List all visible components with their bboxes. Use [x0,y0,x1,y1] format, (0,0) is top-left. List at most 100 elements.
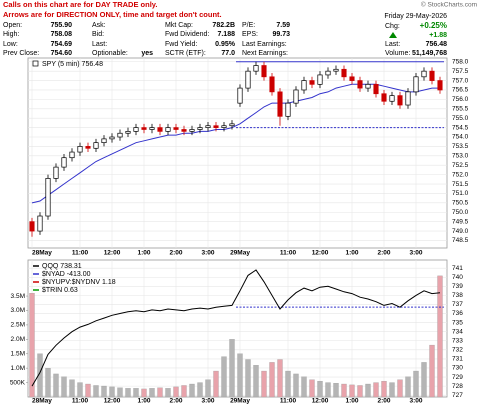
candle-body [157,127,163,132]
candle-body [253,65,259,72]
candle-body [37,215,43,232]
y-tick-label: 741 [452,265,463,272]
x-tick-label: 3:00 [409,398,422,405]
candle-body [429,70,435,81]
y-tick-label: 754.0 [452,134,469,141]
x-tick-label: 29May [230,398,250,405]
quote-value: 782.2B [212,22,235,29]
x-tick-label: 3:00 [201,398,214,405]
volume-bar [357,385,363,398]
y-tick-label: 756.5 [452,87,469,94]
quote-label: EPS: [242,31,258,38]
candle-body [421,70,427,78]
x-tick-label: 2:00 [169,250,182,257]
y-tick-label: 732 [452,347,463,354]
candle-body [117,132,123,138]
volume-bar [197,382,203,398]
quote-label: Fwd Dividend: [165,31,209,38]
moving-average [31,83,440,204]
candle-body [301,80,307,91]
candle-body [213,125,219,128]
x-tick-label: 11:00 [72,250,89,257]
x-tick-label: 1:00 [137,250,150,257]
candle-body [229,123,235,127]
legend-icon [32,60,39,67]
candle-body [325,70,331,76]
quote-label: Open: [3,22,22,29]
candle-body [149,127,155,130]
volume-bar [301,376,307,398]
y-tick-label: 749.0 [452,228,469,235]
y-tick-label: 750.0 [452,209,469,216]
quote-value: 77.0 [221,50,235,57]
y-tick-label: 729 [452,374,463,381]
quote-value: 99.73 [272,31,290,38]
volume-bar [101,385,107,398]
volume-bar [245,359,251,398]
y-tick-label: 739 [452,283,463,290]
x-tick-label: 2:00 [377,398,390,405]
candle-body [245,70,251,89]
x-tick-label: 11:00 [280,250,297,257]
y-tick-label: 737 [452,301,463,308]
quote-label: P/E: [242,22,255,29]
up-arrow [389,32,397,38]
legend-label: $TRIN 0.63 [42,287,78,294]
y-tick-label: 752.0 [452,171,469,178]
volume-bar [93,385,99,398]
x-tick-label: 2:00 [169,398,182,405]
price-panel: 748.5 749.0 749.5 750.0 750.5 751.0 751.5 752.0… [27,57,469,257]
candle-body [45,178,51,217]
y-tick-label: 757.5 [452,68,469,75]
candle-body [173,127,179,130]
candle-body [85,146,91,149]
x-tick-label: 1:00 [137,398,150,405]
y-tick-label: 758.0 [452,58,469,65]
y-tick-label: 734 [452,328,463,335]
volume-bar [37,353,43,398]
y-tick-label: 756.0 [452,96,469,103]
candle-body [381,93,387,102]
y-tick-label: 733 [452,337,463,344]
volume-bar [261,370,267,398]
legend-label: $NYUPV:$NYDNV 1.18 [42,279,116,286]
candle-body [349,76,355,81]
candle-body [125,131,131,134]
y-tick-label: 755.5 [452,106,469,113]
y-tick-label: 731 [452,356,463,363]
x-tick-label: 1:00 [345,250,358,257]
legend-label: $NYAD -413.00 [42,271,91,278]
volume-bar [365,383,371,398]
volume-bar [237,353,243,398]
quote-value: 755.90 [51,22,73,29]
y-tick-label: 738 [452,292,463,299]
y-tick-label: 736 [452,310,463,317]
volume-bar [181,385,187,398]
y-tick-label: 751.0 [452,190,469,197]
volume-bar [349,384,355,398]
last: 756.48 [426,41,448,48]
candle-body [413,76,419,93]
volume-bar [325,382,331,398]
y-tick-label: 730 [452,365,463,372]
volume-bar [141,388,147,398]
volume-bar [29,293,35,398]
y-tick-label: 749.5 [452,218,469,225]
volume-bar [269,362,275,398]
y-tick-label: 757.0 [452,77,469,84]
volume-tick-label: 1.0M [11,365,25,372]
candle-body [269,76,275,93]
volume-bar [437,275,443,398]
note: Calls on this chart are for DAY TRADE on… [3,0,157,9]
chg: +1.88 [429,32,447,39]
volume-bar [309,379,315,398]
volume-bar [397,379,403,398]
y-tick-label: 754.5 [452,124,469,131]
candle-body [69,151,75,159]
y-tick-label: 751.5 [452,181,469,188]
quote-label: Low: [3,41,18,48]
x-tick-label: 12:00 [104,398,121,405]
quote-value: 0.95% [215,41,236,48]
candle-body [237,87,243,104]
